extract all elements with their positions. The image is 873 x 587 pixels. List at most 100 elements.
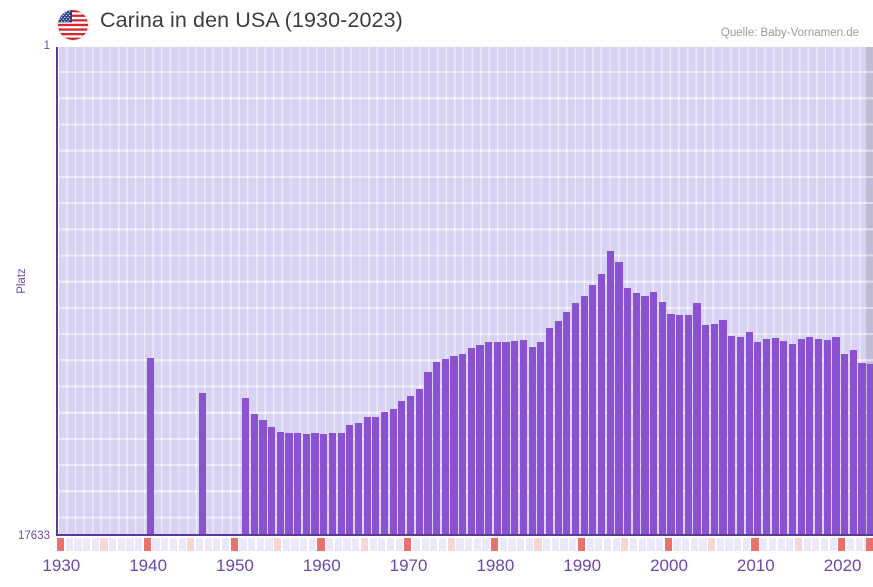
x-tick-cell (865, 538, 873, 551)
x-tick-cell (178, 538, 186, 551)
x-tick-cell (74, 538, 82, 551)
x-tick-cell (57, 538, 65, 551)
bar-2005 (710, 324, 718, 534)
x-tick-cell (525, 538, 533, 551)
bar-1968 (389, 409, 397, 534)
bar-1954 (268, 427, 276, 534)
x-tick-cell (300, 538, 308, 551)
bar-1980 (493, 342, 501, 534)
bar-1946 (198, 393, 206, 534)
x-tick-cell (438, 538, 447, 551)
bar-1952 (250, 414, 258, 534)
x-tick-cell (100, 538, 108, 551)
x-axis-label-1960: 1960 (302, 556, 341, 575)
x-tick-cell (65, 538, 73, 551)
bar-1960 (320, 434, 328, 534)
x-tick-cell (326, 538, 334, 551)
bar-1993 (606, 251, 614, 534)
x-tick-cell (629, 538, 638, 551)
x-tick-cell (195, 538, 204, 551)
bar-1983 (519, 340, 528, 534)
x-tick-cell (456, 538, 464, 551)
x-axis-label-2020: 2020 (823, 556, 862, 575)
x-tick-cell (161, 538, 169, 551)
x-tick-cell (517, 538, 525, 551)
x-tick-cell (534, 538, 542, 551)
bar-1972 (424, 372, 432, 534)
bar-2022 (858, 363, 866, 534)
x-tick-cell (247, 538, 256, 551)
x-tick-cell (83, 538, 91, 551)
bar-2012 (771, 338, 779, 534)
x-tick-cell (430, 538, 438, 551)
x-tick-cell (551, 538, 559, 551)
bar-1958 (302, 434, 310, 534)
x-tick-cell (742, 538, 750, 551)
bar-2020 (841, 354, 849, 534)
bar-1974 (441, 359, 449, 534)
bar-1994 (615, 262, 623, 534)
x-tick-cell (447, 538, 455, 551)
bar-1961 (328, 433, 337, 534)
x-axis-label-1930: 1930 (42, 556, 81, 575)
x-axis-label-1970: 1970 (389, 556, 428, 575)
x-tick-cell (682, 538, 690, 551)
x-tick-cell (213, 538, 221, 551)
x-tick-cell (543, 538, 551, 551)
x-tick-cell (221, 538, 230, 551)
x-tick-cell (586, 538, 594, 551)
bar-1967 (380, 412, 389, 534)
bar-1965 (363, 417, 371, 534)
x-tick-cell (291, 538, 299, 551)
bar-2016 (806, 337, 814, 534)
x-tick-cell (282, 538, 290, 551)
x-tick-cell (716, 538, 724, 551)
x-tick-cell (786, 538, 794, 551)
x-tick-cell (256, 538, 264, 551)
bar-2010 (754, 342, 762, 534)
page-title: Carina in den USA (1930-2023) (100, 8, 403, 32)
plot-frame (56, 47, 873, 536)
x-tick-cell (673, 538, 681, 551)
x-tick-cell (378, 538, 386, 551)
bar-1940 (146, 358, 154, 534)
bar-1985 (537, 342, 545, 534)
bar-2017 (814, 339, 823, 534)
y-axis-title: Platz (16, 268, 28, 294)
x-tick-cell (334, 538, 342, 551)
x-tick-cell (117, 538, 125, 551)
bar-2008 (736, 337, 745, 534)
bar-1951 (242, 398, 250, 534)
bar-2000 (667, 314, 675, 534)
x-tick-cell (638, 538, 646, 551)
bar-1971 (415, 389, 423, 534)
bar-1990 (580, 296, 588, 534)
bar-1963 (346, 425, 354, 534)
bar-2006 (719, 320, 727, 534)
x-tick-cell (595, 538, 603, 551)
x-tick-cell (204, 538, 212, 551)
bar-1977 (467, 348, 475, 534)
bar-1981 (502, 342, 510, 534)
bar-2002 (684, 315, 692, 534)
bar-2004 (702, 325, 710, 534)
x-tick-cell (699, 538, 707, 551)
bar-1991 (589, 285, 597, 534)
bar-1984 (528, 347, 536, 534)
bar-2009 (745, 332, 753, 534)
x-tick-cell (360, 538, 369, 551)
bar-2013 (780, 341, 788, 534)
bar-2021 (849, 350, 857, 534)
x-tick-cell (230, 538, 238, 551)
x-tick-cell (708, 538, 716, 551)
bar-1970 (406, 396, 415, 534)
x-tick-cell (169, 538, 178, 551)
x-tick-cell (734, 538, 742, 551)
x-tick-cell (690, 538, 698, 551)
bar-2019 (832, 337, 840, 534)
bar-1955 (276, 432, 284, 534)
x-tick-cell (135, 538, 143, 551)
x-axis-label-2000: 2000 (650, 556, 688, 575)
x-tick-cell (838, 538, 846, 551)
x-tick-cell (395, 538, 403, 551)
